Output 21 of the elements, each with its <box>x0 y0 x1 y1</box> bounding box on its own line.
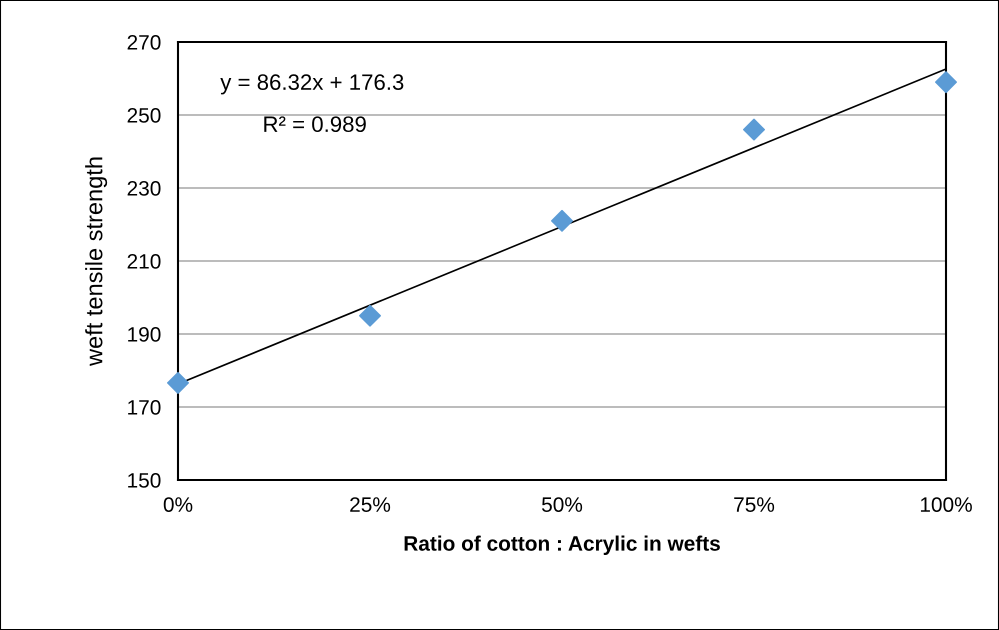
y-tick-label: 150 <box>128 473 161 488</box>
x-axis-title: Ratio of cotton : Acrylic in wefts <box>404 536 720 555</box>
point <box>551 210 573 232</box>
y-tick-label: 170 <box>128 400 161 415</box>
x-tick-label: 50% <box>542 497 582 512</box>
y-axis-title: weft tensile strength <box>85 158 108 366</box>
x-tick-label: 25% <box>350 497 390 512</box>
y-tick-label: 190 <box>128 327 161 342</box>
x-tick-label: 100% <box>920 497 972 512</box>
point <box>743 118 765 141</box>
x-tick-label: 0% <box>164 497 192 512</box>
y-tick-label: 210 <box>128 254 161 269</box>
y-tick-label: 270 <box>128 35 161 50</box>
annotation: y = 86.32x + 176.3 <box>220 74 404 94</box>
annotation: R² = 0.989 <box>264 116 366 132</box>
point <box>167 372 189 394</box>
y-tick-label: 230 <box>128 181 161 196</box>
point <box>935 71 957 94</box>
x-tick-label: 75% <box>734 497 774 512</box>
y-tick-label: 250 <box>128 108 161 123</box>
point <box>359 304 381 327</box>
